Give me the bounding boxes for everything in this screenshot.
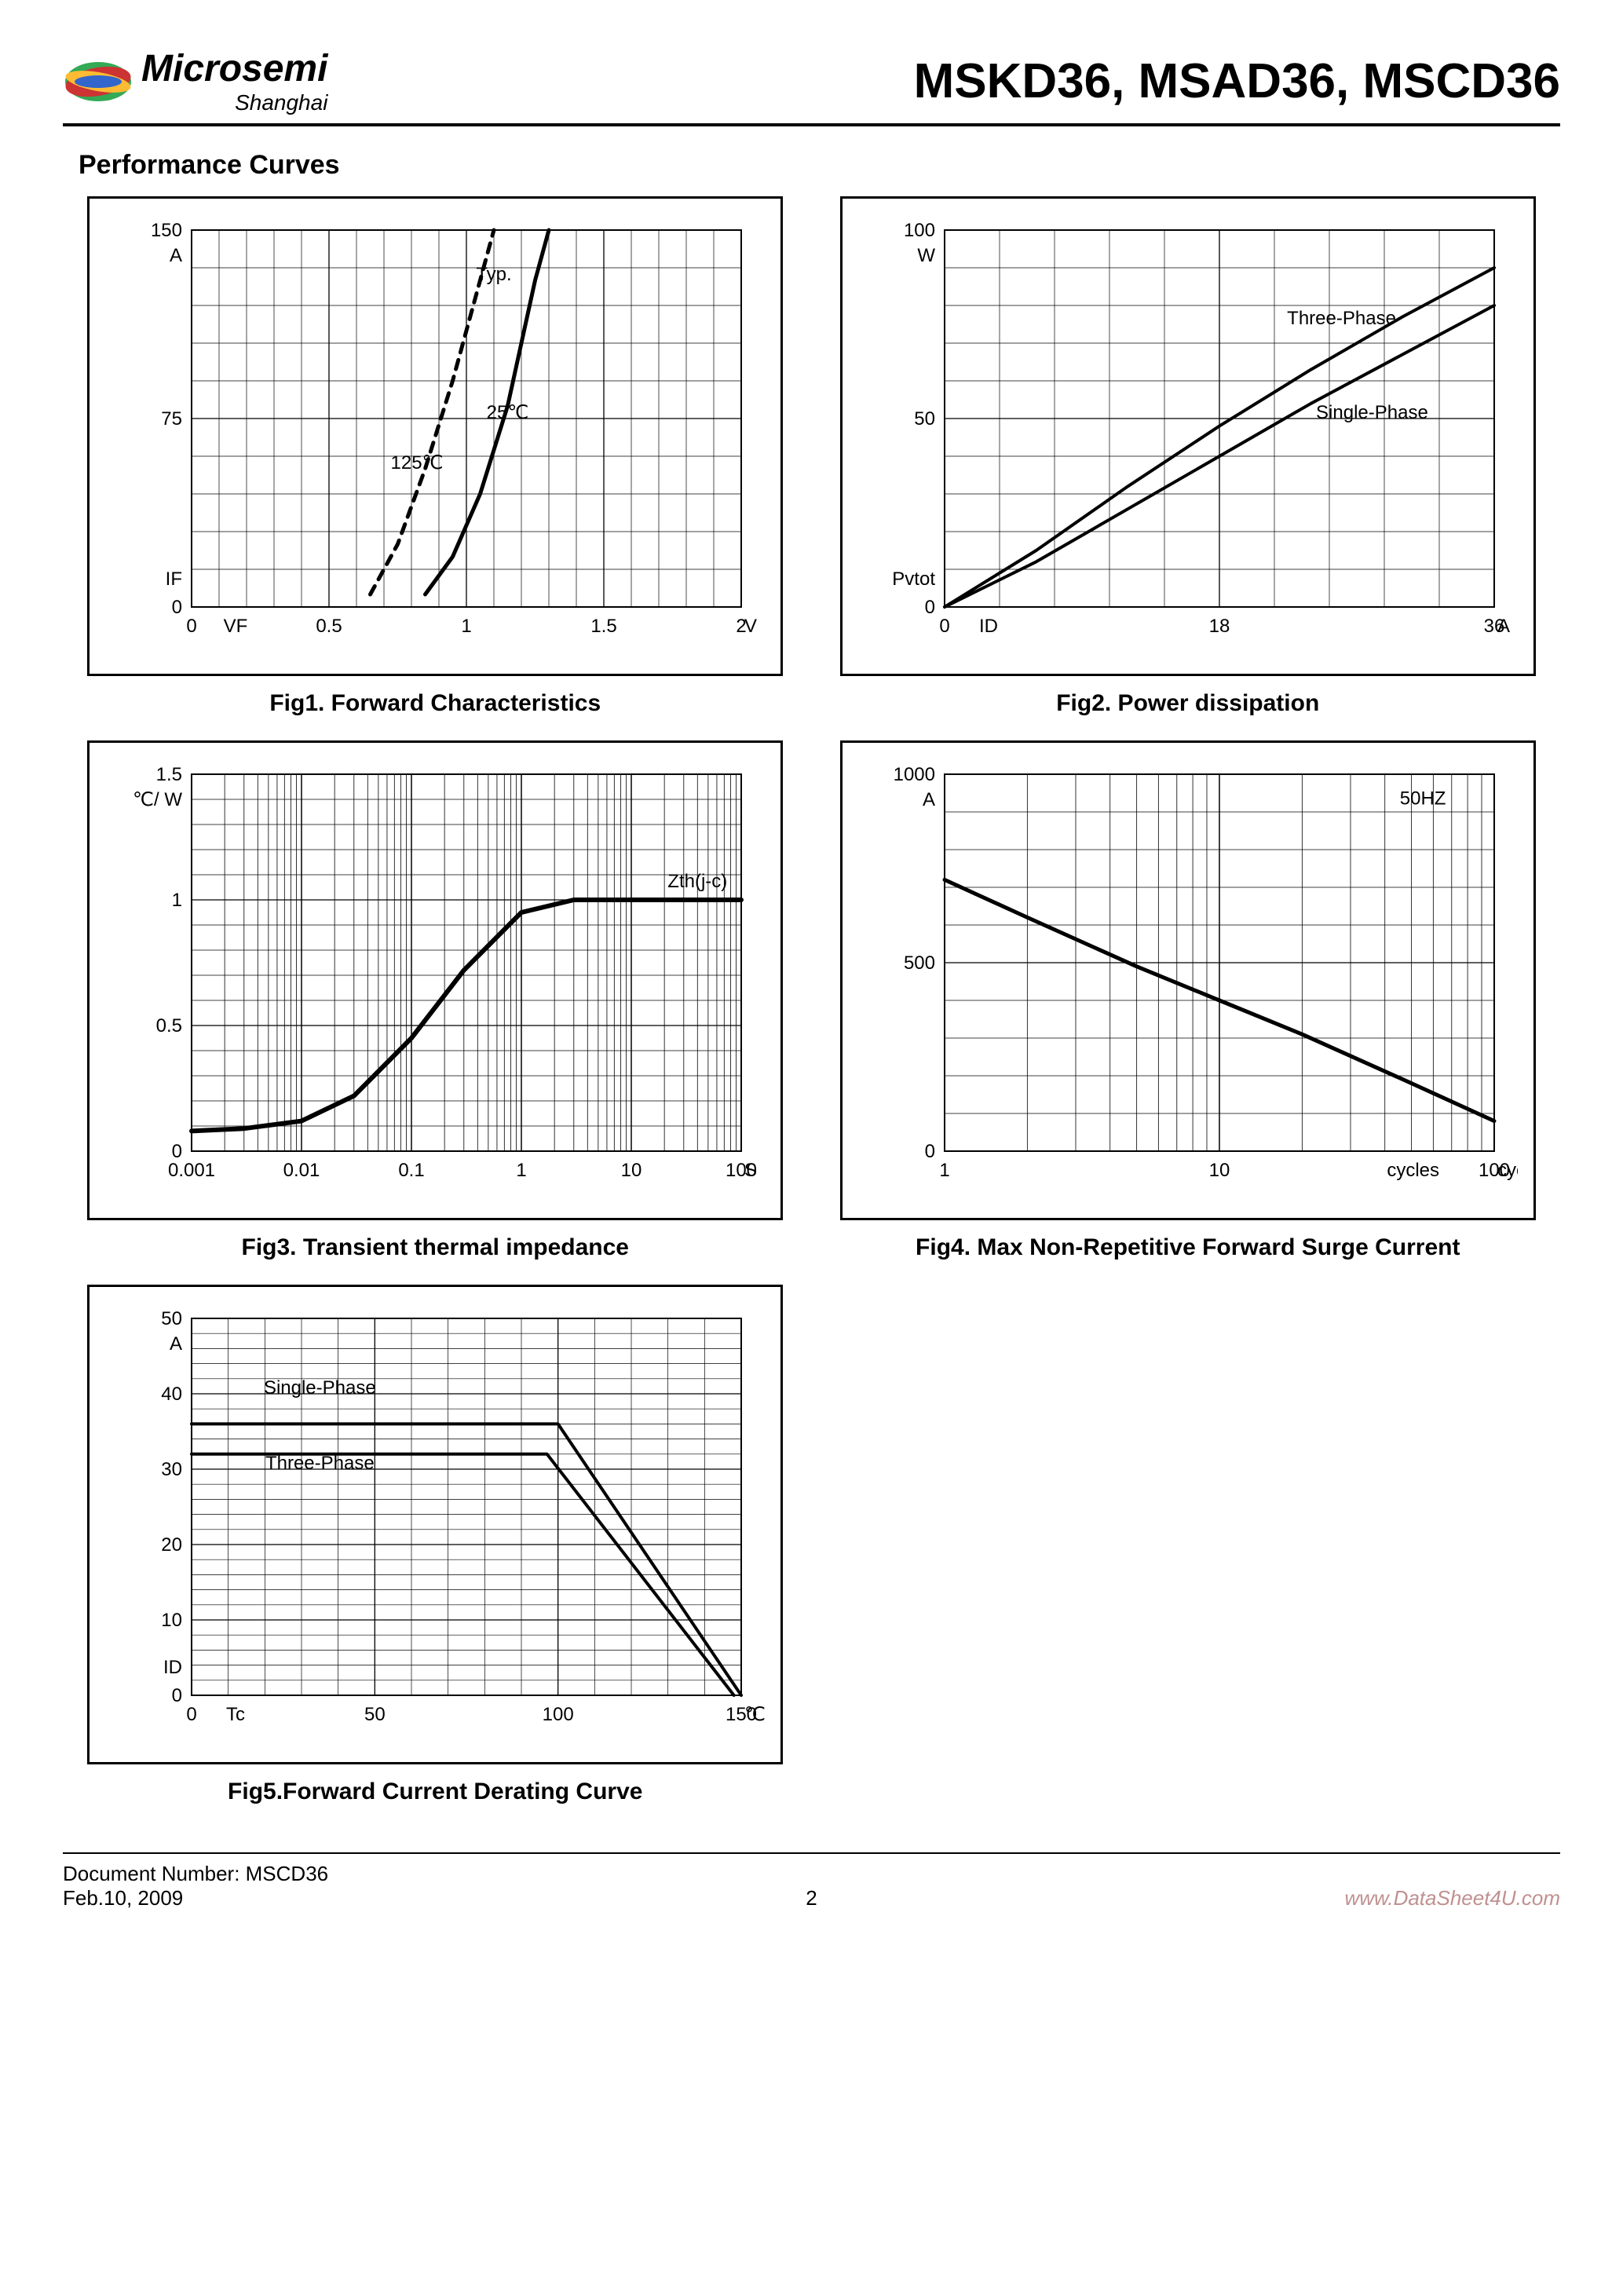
logo: Microsemi Shanghai — [63, 47, 327, 115]
fig4-chart: 11010005001000Acyclescycles50HZ — [858, 759, 1518, 1198]
page-title: MSKD36, MSAD36, MSCD36 — [914, 53, 1560, 109]
svg-text:75: 75 — [162, 408, 183, 430]
svg-text:0.001: 0.001 — [168, 1160, 215, 1181]
svg-text:0: 0 — [172, 597, 182, 618]
svg-text:A: A — [923, 789, 935, 810]
svg-text:cycles: cycles — [1497, 1160, 1518, 1181]
page-header: Microsemi Shanghai MSKD36, MSAD36, MSCD3… — [63, 47, 1560, 126]
svg-text:0: 0 — [924, 1141, 934, 1162]
svg-text:IF: IF — [166, 569, 182, 590]
svg-text:1: 1 — [172, 890, 182, 911]
fig4-caption: Fig4. Max Non-Repetitive Forward Surge C… — [916, 1234, 1460, 1261]
fig3-chart: 0.0010.010.111010000.511.5℃/ W SZth(j-c) — [105, 759, 765, 1198]
svg-text:30: 30 — [162, 1459, 183, 1480]
svg-text:500: 500 — [904, 952, 935, 974]
svg-text:0: 0 — [924, 597, 934, 618]
svg-text:VF: VF — [224, 616, 248, 637]
svg-text:18: 18 — [1208, 616, 1230, 637]
fig4-cell: 11010005001000Acyclescycles50HZ Fig4. Ma… — [832, 740, 1545, 1261]
svg-text:1000: 1000 — [893, 764, 934, 785]
svg-text:Typ.: Typ. — [477, 264, 512, 285]
doc-number: Document Number: MSCD36 — [63, 1862, 562, 1886]
svg-text:20: 20 — [162, 1534, 183, 1556]
svg-text:0: 0 — [172, 1685, 182, 1706]
svg-text:0: 0 — [939, 616, 949, 637]
svg-text:50: 50 — [364, 1704, 386, 1725]
svg-text:0: 0 — [172, 1141, 182, 1162]
section-title: Performance Curves — [79, 150, 1560, 181]
svg-text:A: A — [170, 1333, 182, 1355]
fig2-chart: 01836050100WPvtotID AThree-PhaseSingle-P… — [858, 214, 1518, 654]
svg-text:1.5: 1.5 — [156, 764, 182, 785]
svg-text:10: 10 — [621, 1160, 642, 1181]
svg-text:10: 10 — [1208, 1160, 1230, 1181]
watermark: www.DataSheet4U.com — [1061, 1886, 1560, 1910]
svg-text:Single-Phase: Single-Phase — [1316, 402, 1428, 423]
fig1-caption: Fig1. Forward Characteristics — [269, 690, 601, 717]
svg-text:0.1: 0.1 — [399, 1160, 425, 1181]
fig1-frame: 00.511.52075150AIFVF VTyp.25℃125℃ — [87, 196, 783, 676]
svg-text:0.5: 0.5 — [316, 616, 342, 637]
svg-text:A: A — [170, 245, 182, 266]
svg-text:S: S — [744, 1160, 757, 1181]
svg-text:W: W — [917, 245, 935, 266]
logo-sub: Shanghai — [141, 90, 327, 115]
fig2-caption: Fig2. Power dissipation — [1056, 690, 1319, 717]
svg-text:50HZ: 50HZ — [1400, 788, 1446, 809]
svg-text:Three-Phase: Three-Phase — [265, 1453, 375, 1474]
svg-text:Three-Phase: Three-Phase — [1287, 308, 1396, 329]
svg-text:Zth(j-c): Zth(j-c) — [668, 871, 728, 892]
svg-text:25℃: 25℃ — [487, 402, 529, 423]
svg-text:cycles: cycles — [1387, 1160, 1439, 1181]
fig5-caption: Fig5.Forward Current Derating Curve — [228, 1779, 642, 1805]
fig5-frame: 05010015001020304050AIDTc ℃Single-PhaseT… — [87, 1285, 783, 1764]
fig3-cell: 0.0010.010.111010000.511.5℃/ W SZth(j-c)… — [79, 740, 792, 1261]
fig1-cell: 00.511.52075150AIFVF VTyp.25℃125℃ Fig1. … — [79, 196, 792, 717]
svg-text:100: 100 — [543, 1704, 574, 1725]
svg-text:A: A — [1497, 616, 1510, 637]
svg-text:50: 50 — [162, 1308, 183, 1329]
svg-text:ID: ID — [163, 1657, 182, 1678]
svg-text:Tc: Tc — [226, 1704, 245, 1725]
svg-text:ID: ID — [979, 616, 998, 637]
charts-grid: 00.511.52075150AIFVF VTyp.25℃125℃ Fig1. … — [79, 196, 1544, 1805]
page-number: 2 — [562, 1886, 1062, 1910]
fig5-chart: 05010015001020304050AIDTc ℃Single-PhaseT… — [105, 1303, 765, 1742]
svg-text:℃/ W: ℃/ W — [133, 789, 182, 810]
svg-text:100: 100 — [904, 220, 935, 241]
svg-text:Pvtot: Pvtot — [892, 569, 935, 590]
svg-text:10: 10 — [162, 1610, 183, 1631]
svg-text:℃: ℃ — [744, 1704, 765, 1725]
page-footer: Document Number: MSCD36 Feb.10, 2009 2 w… — [63, 1852, 1560, 1910]
fig5-cell: 05010015001020304050AIDTc ℃Single-PhaseT… — [79, 1285, 792, 1805]
logo-main: Microsemi — [141, 47, 327, 90]
fig3-frame: 0.0010.010.111010000.511.5℃/ W SZth(j-c) — [87, 740, 783, 1220]
fig1-chart: 00.511.52075150AIFVF VTyp.25℃125℃ — [105, 214, 765, 654]
svg-text:V: V — [744, 616, 757, 637]
svg-text:0.01: 0.01 — [283, 1160, 320, 1181]
svg-text:1: 1 — [517, 1160, 527, 1181]
svg-text:1: 1 — [939, 1160, 949, 1181]
svg-text:40: 40 — [162, 1384, 183, 1405]
svg-text:125℃: 125℃ — [391, 452, 444, 473]
svg-text:1.5: 1.5 — [591, 616, 617, 637]
svg-text:0.5: 0.5 — [156, 1015, 182, 1036]
logo-icon — [63, 54, 133, 109]
svg-text:Single-Phase: Single-Phase — [264, 1377, 376, 1398]
fig2-cell: 01836050100WPvtotID AThree-PhaseSingle-P… — [832, 196, 1545, 717]
fig3-caption: Fig3. Transient thermal impedance — [242, 1234, 629, 1261]
svg-text:150: 150 — [151, 220, 182, 241]
fig2-frame: 01836050100WPvtotID AThree-PhaseSingle-P… — [840, 196, 1536, 676]
svg-text:0: 0 — [187, 616, 197, 637]
fig4-frame: 11010005001000Acyclescycles50HZ — [840, 740, 1536, 1220]
svg-text:0: 0 — [187, 1704, 197, 1725]
svg-text:50: 50 — [914, 408, 935, 430]
svg-text:1: 1 — [462, 616, 472, 637]
doc-date: Feb.10, 2009 — [63, 1886, 562, 1910]
